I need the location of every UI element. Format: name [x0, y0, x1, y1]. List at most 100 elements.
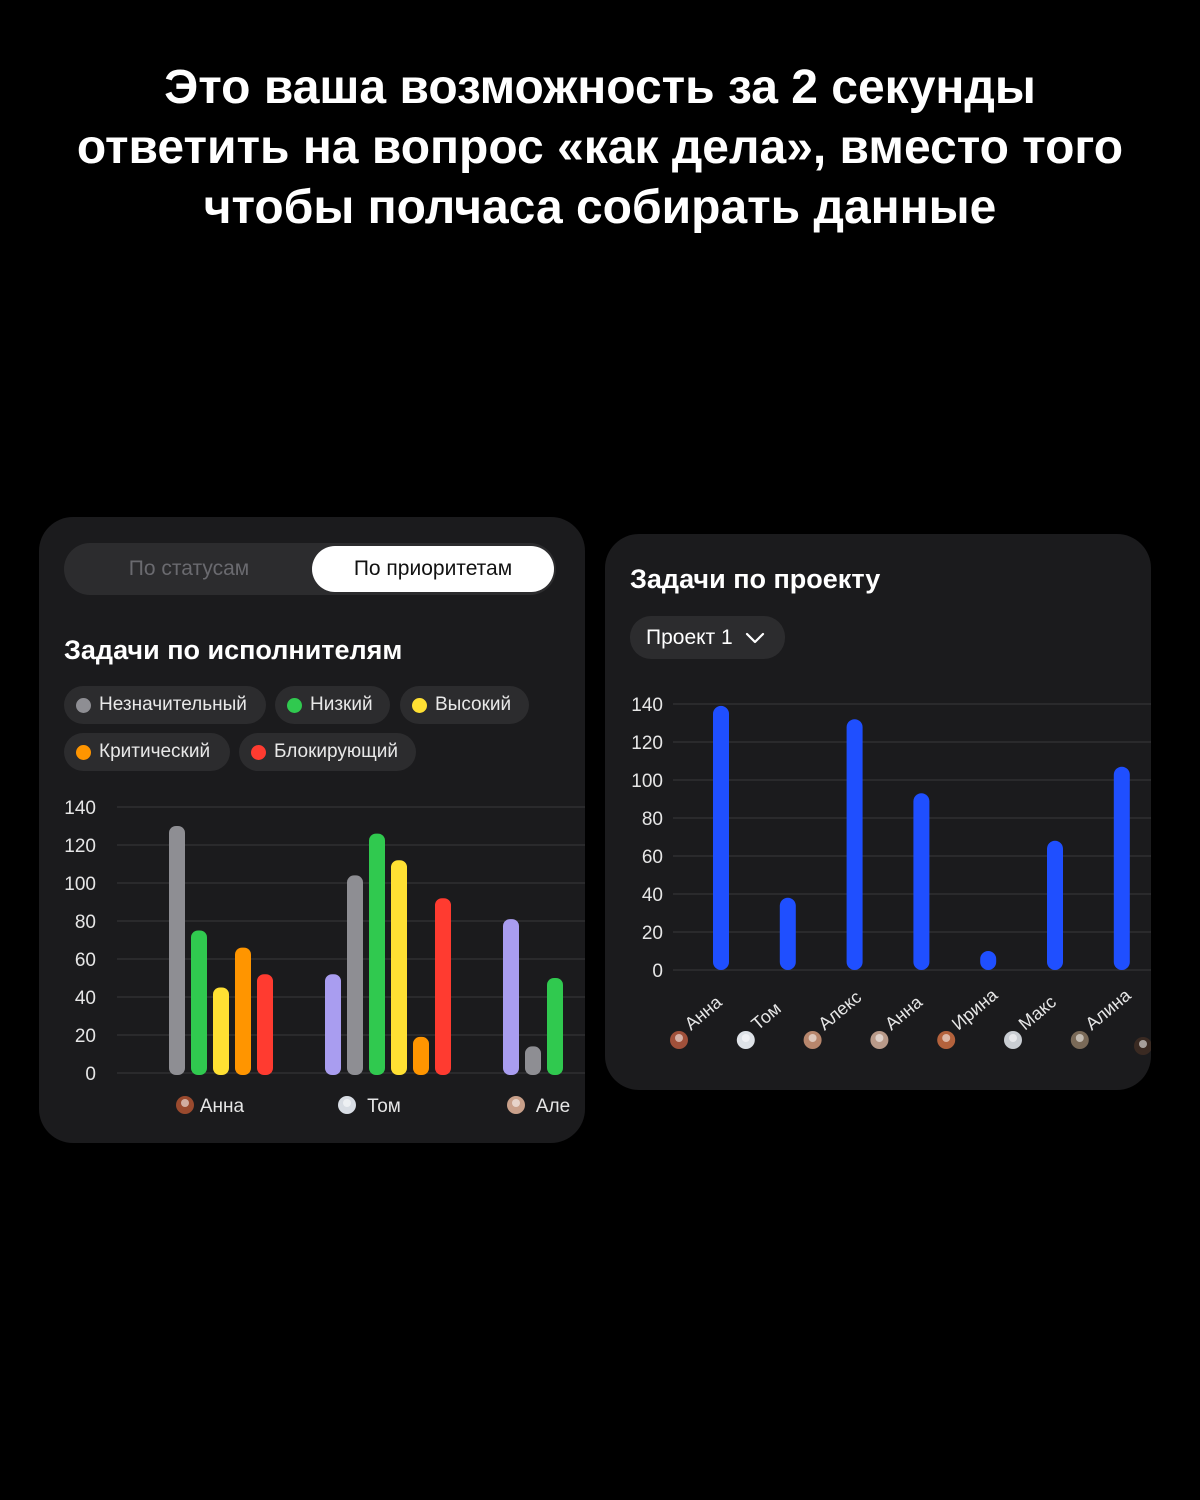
- avatar-head: [875, 1034, 884, 1042]
- y-tick-label: 120: [631, 733, 663, 754]
- x-tick-label: Анна: [681, 991, 727, 1034]
- assignee-chart-title: Задачи по исполнителям: [64, 635, 403, 665]
- y-tick-label: 100: [64, 874, 96, 895]
- x-tick-label: Алекс: [814, 987, 865, 1034]
- headline-line-1: Это ваша возможность за 2 секунды: [164, 61, 1036, 114]
- x-tick-label: Але: [536, 1096, 570, 1117]
- bar: [846, 719, 863, 970]
- project-chart-title: Задачи по проекту: [630, 564, 881, 594]
- legend-dot-icon: [76, 744, 91, 760]
- avatar-icon: [870, 1031, 889, 1049]
- bar: [525, 1046, 541, 1075]
- avatar-head: [1075, 1034, 1084, 1042]
- bar: [1113, 766, 1130, 970]
- assignee-tasks-card: По статусам По приоритетам Задачи по исп…: [39, 517, 585, 1143]
- legend-label: Блокирующий: [274, 741, 399, 762]
- avatar-head: [181, 1099, 189, 1107]
- avatar-head: [808, 1034, 817, 1042]
- legend-label: Низкий: [310, 694, 373, 715]
- y-tick-label: 0: [85, 1064, 96, 1085]
- bar: [413, 1036, 429, 1075]
- legend-item-minor[interactable]: Незначительный: [64, 686, 266, 724]
- project-select[interactable]: Проект 1: [630, 616, 785, 659]
- y-tick-label: 60: [75, 950, 96, 971]
- avatar-icon: [338, 1096, 356, 1114]
- y-tick-label: 40: [642, 885, 663, 906]
- avatar-head: [512, 1099, 520, 1107]
- bar: [779, 897, 796, 970]
- x-tick-label: Анна: [200, 1096, 245, 1117]
- avatar-head: [675, 1034, 683, 1042]
- bar: [369, 833, 385, 1075]
- y-tick-label: 100: [631, 771, 663, 792]
- bar: [980, 951, 997, 970]
- bar: [347, 875, 363, 1075]
- legend-dot-icon: [287, 697, 302, 713]
- legend-dot-icon: [412, 697, 427, 713]
- x-tick-label: Том: [748, 998, 785, 1034]
- bar: [435, 898, 451, 1075]
- x-tick-label: Анна: [881, 991, 927, 1034]
- y-tick-label: 80: [75, 912, 96, 933]
- avatar-icon: [1134, 1037, 1151, 1055]
- y-tick-label: 120: [64, 836, 96, 857]
- tab-by-status[interactable]: По статусам: [128, 557, 250, 580]
- chevron-down-icon: [745, 632, 764, 643]
- avatar-icon: [507, 1096, 525, 1114]
- bar: [1047, 840, 1063, 970]
- avatar-icon: [176, 1096, 194, 1114]
- avatar-head: [741, 1034, 750, 1042]
- view-mode-segmented-control: По статусам По приоритетам: [64, 543, 556, 595]
- bar: [713, 705, 729, 970]
- headline-line-3: чтобы полчаса собирать данные: [203, 181, 997, 234]
- y-tick-label: 140: [631, 695, 663, 716]
- avatar-icon: [937, 1031, 956, 1049]
- avatar-head: [1009, 1034, 1017, 1042]
- x-tick-label: Том: [367, 1096, 401, 1117]
- headline: Это ваша возможность за 2 секунды ответи…: [0, 58, 1200, 238]
- legend-item-high[interactable]: Высокий: [400, 686, 529, 724]
- bar: [213, 987, 229, 1075]
- avatar-head: [343, 1099, 351, 1107]
- assignee-bar-chart: 0 20 40 60 80 100 120 140 Анна Том Але: [64, 798, 585, 1117]
- avatar-icon: [1070, 1031, 1089, 1049]
- bar: [503, 919, 519, 1075]
- legend-label: Незначительный: [99, 694, 247, 715]
- avatar-head: [942, 1034, 951, 1042]
- y-tick-label: 140: [64, 798, 96, 819]
- bar: [913, 793, 930, 970]
- y-tick-label: 20: [75, 1026, 96, 1047]
- project-tasks-card: Задачи по проекту Проект 1 0 20 40 60 80 100 1…: [605, 534, 1151, 1090]
- y-tick-label: 20: [642, 923, 663, 944]
- legend-item-low[interactable]: Низкий: [275, 686, 390, 724]
- bar: [169, 826, 185, 1075]
- x-tick-label: Макс: [1015, 992, 1060, 1035]
- legend-dot-icon: [76, 697, 91, 713]
- bar: [191, 930, 207, 1075]
- x-tick-label: Ирина: [948, 984, 1002, 1034]
- avatar-icon: [670, 1031, 688, 1049]
- bar: [257, 974, 273, 1075]
- project-bar-chart: 0 20 40 60 80 100 120 140 Анна Том Алекс Анна Ирина М…: [631, 695, 1151, 1055]
- project-select-value: Проект 1: [646, 625, 733, 649]
- headline-line-2: ответить на вопрос «как дела», вместо то…: [76, 121, 1124, 174]
- legend-item-critical[interactable]: Критический: [64, 733, 230, 771]
- avatar-icon: [803, 1031, 822, 1049]
- legend-dot-icon: [251, 744, 266, 760]
- y-tick-label: 60: [642, 847, 663, 868]
- bar: [235, 947, 251, 1075]
- x-tick-label: Алина: [1082, 984, 1136, 1034]
- y-tick-label: 0: [652, 961, 663, 982]
- bar: [547, 978, 563, 1075]
- bar: [325, 974, 341, 1075]
- bar: [391, 860, 407, 1075]
- legend-item-blocker[interactable]: Блокирующий: [239, 733, 416, 771]
- avatar-icon: [1004, 1031, 1022, 1049]
- y-tick-label: 80: [642, 809, 663, 830]
- avatar-head: [1139, 1040, 1147, 1048]
- tab-by-priority[interactable]: По приоритетам: [312, 546, 554, 592]
- legend-label: Высокий: [435, 694, 512, 715]
- avatar-icon: [736, 1031, 755, 1049]
- y-tick-label: 40: [75, 988, 96, 1009]
- legend-label: Критический: [99, 741, 211, 762]
